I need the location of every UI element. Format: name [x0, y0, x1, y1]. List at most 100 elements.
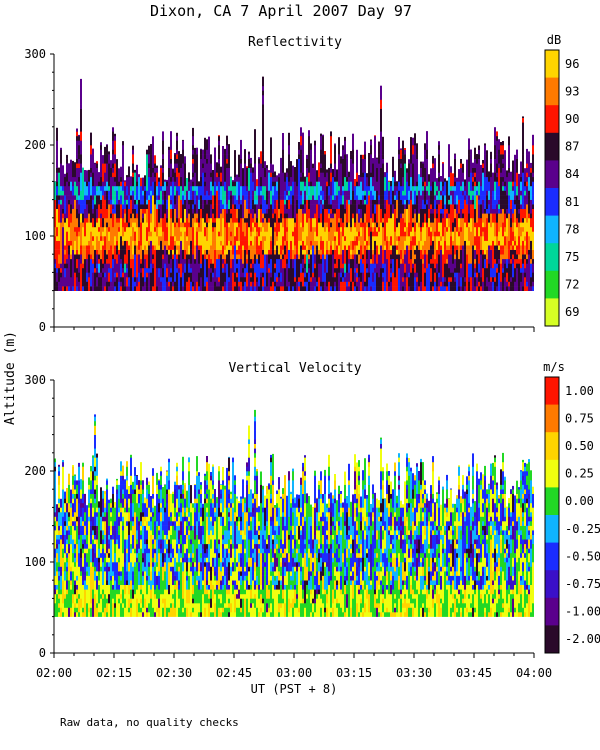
data-cell: [224, 199, 226, 205]
data-cell: [268, 226, 270, 232]
data-cell: [182, 231, 184, 237]
data-cell: [58, 226, 60, 232]
data-cell: [178, 158, 180, 164]
data-cell: [180, 276, 182, 282]
data-cell: [242, 181, 244, 187]
data-cell: [312, 245, 314, 250]
data-cell: [192, 190, 194, 196]
data-cell: [338, 236, 340, 241]
data-cell: [80, 167, 82, 173]
data-cell: [146, 190, 148, 196]
data-cell: [82, 263, 84, 269]
data-cell: [164, 286, 166, 291]
data-cell: [174, 153, 176, 155]
data-cell: [190, 286, 192, 291]
data-cell: [236, 199, 238, 205]
data-cell: [58, 167, 60, 173]
data-cell: [170, 190, 172, 196]
data-cell: [72, 267, 74, 273]
data-cell: [310, 245, 312, 250]
data-cell: [240, 149, 242, 155]
data-cell: [130, 240, 132, 246]
data-cell: [302, 176, 304, 182]
data-cell: [240, 199, 242, 205]
data-cell: [68, 267, 70, 273]
data-cell: [290, 245, 292, 250]
data-cell: [318, 254, 320, 260]
data-cell: [260, 185, 262, 191]
data-cell: [280, 236, 282, 241]
data-cell: [372, 167, 374, 173]
data-cell: [380, 131, 382, 137]
data-cell: [222, 167, 224, 173]
data-cell: [122, 263, 124, 269]
data-cell: [346, 163, 348, 168]
data-cell: [368, 204, 370, 209]
data-cell: [82, 240, 84, 246]
data-cell: [276, 267, 278, 273]
data-cell: [174, 195, 176, 200]
data-cell: [152, 140, 154, 146]
data-cell: [256, 236, 258, 241]
data-cell: [150, 236, 152, 241]
data-cell: [132, 204, 134, 209]
data-cell: [312, 172, 314, 178]
data-cell: [122, 204, 124, 209]
data-cell: [332, 208, 334, 214]
data-cell: [342, 145, 344, 150]
data-cell: [208, 172, 210, 178]
data-cell: [324, 222, 326, 228]
data-cell: [206, 263, 208, 269]
data-cell: [380, 190, 382, 196]
data-cell: [320, 231, 322, 237]
data-cell: [360, 185, 362, 191]
data-cell: [102, 158, 104, 164]
data-cell: [258, 281, 260, 287]
data-cell: [152, 181, 154, 187]
data-cell: [150, 163, 152, 168]
data-cell: [184, 158, 186, 164]
data-cell: [170, 236, 172, 241]
data-cell: [144, 258, 146, 264]
data-cell: [258, 231, 260, 237]
data-cell: [286, 168, 288, 173]
data-cell: [250, 213, 252, 219]
data-cell: [140, 195, 142, 200]
data-cell: [278, 173, 280, 178]
data-cell: [296, 254, 298, 260]
data-cell: [218, 267, 220, 273]
data-cell: [350, 286, 352, 291]
data-cell: [166, 199, 168, 205]
data-cell: [280, 258, 282, 264]
data-cell: [120, 240, 122, 246]
data-cell: [380, 126, 382, 132]
data-cell: [178, 154, 180, 159]
data-cell: [72, 272, 74, 278]
data-cell: [192, 258, 194, 264]
data-cell: [270, 185, 272, 191]
data-cell: [60, 185, 62, 191]
data-cell: [174, 240, 176, 246]
data-cell: [376, 204, 378, 209]
data-cell: [64, 276, 66, 282]
data-cell: [96, 245, 98, 250]
data-cell: [360, 286, 362, 291]
data-cell: [162, 222, 164, 228]
data-cell: [310, 143, 312, 146]
data-cell: [58, 240, 60, 246]
data-cell: [170, 245, 172, 250]
data-cell: [112, 154, 114, 159]
data-cell: [282, 145, 284, 150]
data-cell: [58, 199, 60, 205]
data-cell: [156, 167, 158, 173]
data-cell: [130, 199, 132, 205]
data-cell: [310, 226, 312, 232]
data-cell: [280, 195, 282, 200]
data-cell: [228, 195, 230, 200]
data-cell: [274, 245, 276, 250]
data-cell: [236, 204, 238, 209]
data-cell: [176, 135, 178, 141]
data-cell: [62, 267, 64, 273]
data-cell: [274, 204, 276, 209]
data-cell: [238, 281, 240, 287]
